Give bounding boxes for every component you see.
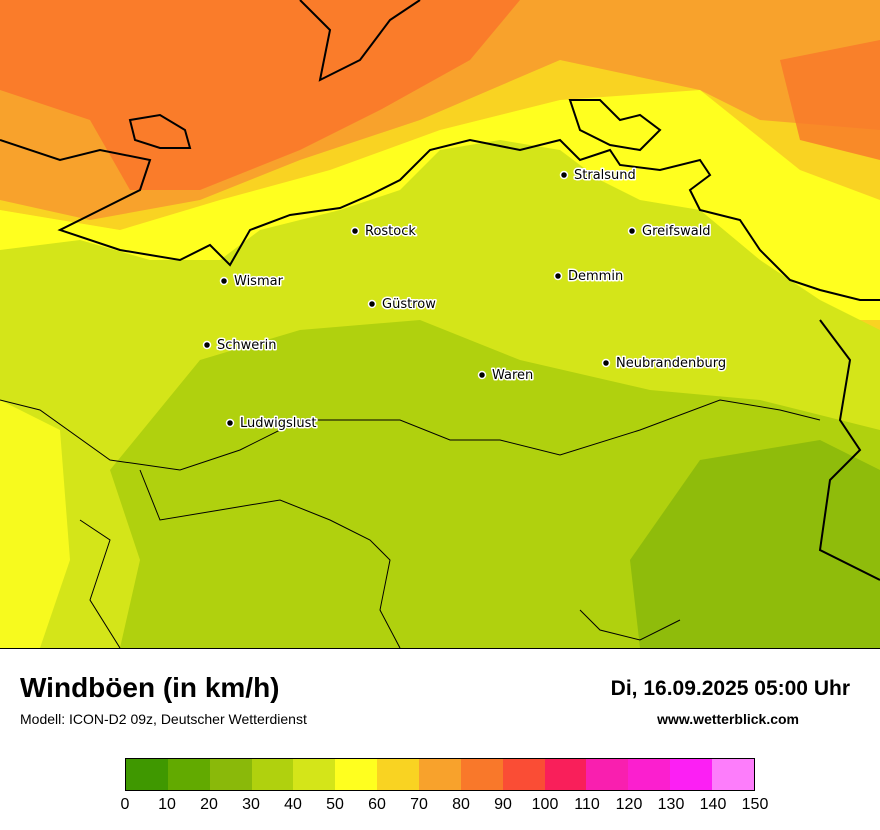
legend-tick-80: 80 bbox=[452, 796, 470, 813]
legend-tick-60: 60 bbox=[368, 796, 386, 813]
city-wismar: Wismar bbox=[219, 273, 285, 291]
city-name: Neubrandenburg bbox=[616, 356, 726, 371]
city-marker bbox=[367, 299, 377, 309]
state-border-south bbox=[139, 469, 401, 648]
legend-tick-100: 100 bbox=[531, 796, 559, 813]
legend-tick-20: 20 bbox=[200, 796, 218, 813]
legend-swatch-1 bbox=[167, 759, 210, 790]
legend-tick-40: 40 bbox=[284, 796, 302, 813]
legend-swatch-8 bbox=[460, 759, 503, 790]
danish-coast bbox=[299, 0, 421, 82]
coastline bbox=[0, 138, 880, 301]
city-neubrandenburg: Neubrandenburg bbox=[601, 355, 728, 373]
map-title: Windböen (in km/h) bbox=[20, 672, 280, 703]
legend-swatch-11 bbox=[586, 759, 629, 790]
legend-swatch-13 bbox=[670, 759, 713, 790]
legend-tick-labels: 0 10 20 30 40 50 60 70 80 90 100 110 120 130 140 150 bbox=[121, 796, 769, 818]
city-marker bbox=[219, 276, 229, 286]
legend-tick-150: 150 bbox=[741, 796, 769, 813]
legend-tick-0: 0 bbox=[120, 796, 130, 813]
legend-swatch-9 bbox=[502, 759, 545, 790]
legend-swatch-0 bbox=[126, 759, 168, 790]
border-poland bbox=[818, 319, 880, 581]
map-canvas: Stralsund Rostock Greifswald Wismar Demm… bbox=[0, 0, 880, 648]
forecast-datetime: Di, 16.09.2025 05:00 Uhr bbox=[610, 677, 850, 700]
city-marker bbox=[627, 226, 637, 236]
legend-swatch-3 bbox=[251, 759, 294, 790]
state-border bbox=[0, 399, 821, 471]
legend-tick-10: 10 bbox=[158, 796, 176, 813]
legend-swatch-2 bbox=[209, 759, 252, 790]
city-stralsund: Stralsund bbox=[559, 167, 637, 185]
city-schwerin: Schwerin bbox=[202, 337, 278, 355]
legend-tick-120: 120 bbox=[615, 796, 643, 813]
legend-swatch-7 bbox=[419, 759, 461, 790]
legend-tick-110: 110 bbox=[574, 796, 600, 813]
legend-swatch-10 bbox=[544, 759, 587, 790]
legend-tick-90: 90 bbox=[494, 796, 512, 813]
city-waren: Waren bbox=[477, 367, 535, 385]
city-marker bbox=[225, 418, 235, 428]
city-demmin: Demmin bbox=[553, 268, 625, 286]
land-zone-20-30 bbox=[630, 440, 880, 648]
land-zone-50-60-west bbox=[0, 400, 70, 648]
legend-swatch-12 bbox=[628, 759, 671, 790]
legend-swatch-4 bbox=[293, 759, 336, 790]
website-link: www.wetterblick.com bbox=[657, 711, 799, 727]
district-border-se bbox=[579, 609, 681, 641]
sea-zone-80-90 bbox=[0, 0, 520, 190]
city-name: Demmin bbox=[568, 269, 623, 284]
city-marker bbox=[477, 370, 487, 380]
legend-tick-30: 30 bbox=[242, 796, 260, 813]
city-name: Ludwigslust bbox=[240, 416, 317, 431]
city-greifswald: Greifswald bbox=[627, 223, 712, 241]
legend-tick-130: 130 bbox=[657, 796, 685, 813]
city-guestrow: Güstrow bbox=[367, 296, 438, 314]
legend-tick-140: 140 bbox=[699, 796, 727, 813]
wind-gust-map: Stralsund Rostock Greifswald Wismar Demm… bbox=[0, 0, 880, 649]
model-source: Modell: ICON-D2 09z, Deutscher Wetterdie… bbox=[20, 711, 307, 727]
city-marker bbox=[601, 358, 611, 368]
legend-tick-70: 70 bbox=[410, 796, 428, 813]
ruegen-outline bbox=[568, 99, 662, 152]
city-marker bbox=[559, 170, 569, 180]
island-outline bbox=[128, 113, 192, 149]
city-marker bbox=[553, 271, 563, 281]
city-name: Rostock bbox=[365, 224, 416, 239]
city-rostock: Rostock bbox=[350, 223, 418, 241]
city-name: Greifswald bbox=[642, 224, 711, 239]
legend-swatch-14 bbox=[712, 759, 754, 790]
city-marker bbox=[202, 340, 212, 350]
city-name: Stralsund bbox=[574, 168, 636, 183]
sea-zone-80-90-east bbox=[780, 40, 880, 160]
legend-tick-50: 50 bbox=[326, 796, 344, 813]
city-name: Güstrow bbox=[382, 297, 436, 312]
color-legend bbox=[125, 758, 755, 791]
legend-swatch-5 bbox=[335, 759, 378, 790]
city-marker bbox=[350, 226, 360, 236]
city-name: Waren bbox=[492, 368, 533, 383]
district-border bbox=[79, 519, 121, 648]
legend-swatch-6 bbox=[377, 759, 420, 790]
city-ludwigslust: Ludwigslust bbox=[225, 415, 318, 433]
city-name: Schwerin bbox=[217, 338, 276, 353]
city-name: Wismar bbox=[234, 274, 284, 289]
